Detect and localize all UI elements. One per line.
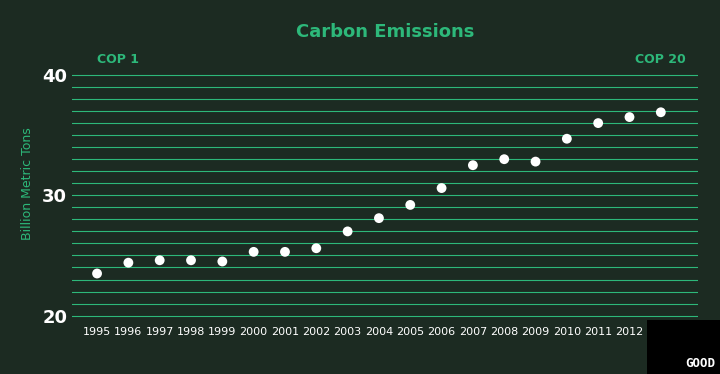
Point: [405, 202, 416, 208]
Point: [342, 229, 354, 234]
Title: Carbon Emissions: Carbon Emissions: [296, 22, 474, 40]
Point: [91, 270, 103, 276]
Point: [530, 159, 541, 165]
Point: [279, 249, 291, 255]
Point: [154, 257, 166, 263]
Y-axis label: Billion Metric Tons: Billion Metric Tons: [21, 127, 34, 240]
Point: [248, 249, 259, 255]
Point: [217, 258, 228, 264]
Text: COP 20: COP 20: [635, 53, 686, 66]
Point: [467, 162, 479, 168]
Text: GOOD: GOOD: [685, 357, 715, 370]
Point: [624, 114, 635, 120]
Point: [436, 185, 447, 191]
Text: COP 1: COP 1: [97, 53, 139, 66]
Point: [310, 245, 322, 251]
Point: [498, 156, 510, 162]
Point: [185, 257, 197, 263]
Point: [655, 109, 667, 115]
Point: [373, 215, 384, 221]
Point: [561, 136, 572, 142]
Point: [122, 260, 134, 266]
Point: [593, 120, 604, 126]
